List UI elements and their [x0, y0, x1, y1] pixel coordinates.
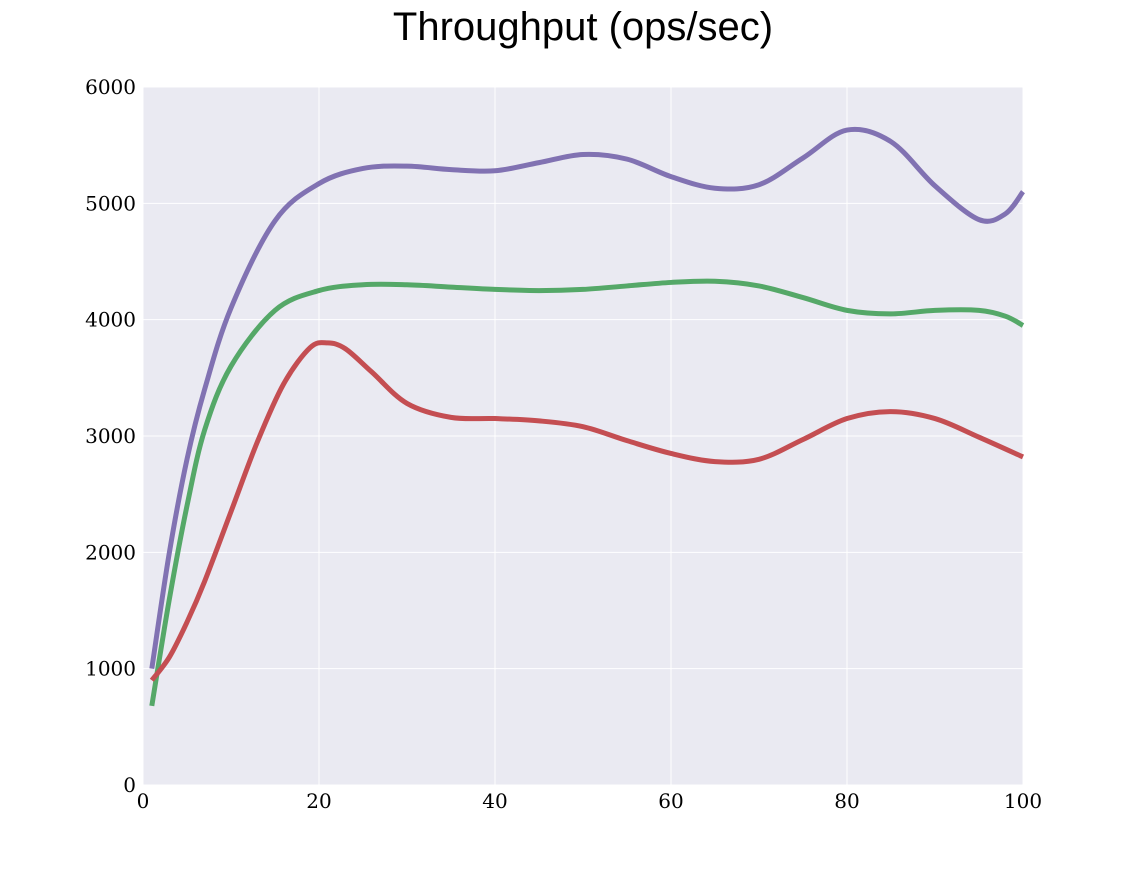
- y-tick-label: 5000: [85, 191, 136, 215]
- x-tick-label: 60: [658, 789, 683, 813]
- x-tick-label: 80: [834, 789, 859, 813]
- y-tick-label: 4000: [85, 308, 136, 332]
- x-axis-ticks: 0 20 40 60 80 100: [137, 789, 1042, 813]
- x-tick-label: 20: [306, 789, 331, 813]
- x-tick-label: 100: [1004, 789, 1042, 813]
- x-tick-label: 40: [482, 789, 507, 813]
- y-tick-label: 3000: [85, 424, 136, 448]
- y-axis-ticks: 0 1000 2000 3000 4000 5000 6000: [85, 75, 136, 797]
- y-tick-label: 6000: [85, 75, 136, 99]
- y-tick-label: 2000: [85, 540, 136, 564]
- series-line-1: [149, 126, 1026, 670]
- y-tick-label: 0: [123, 773, 136, 797]
- series-line-3: [149, 340, 1025, 682]
- x-tick-label: 0: [137, 789, 150, 813]
- series-lines: [149, 126, 1026, 707]
- chart-title: Throughput (ops/sec): [393, 5, 773, 49]
- series-line-2: [149, 278, 1025, 707]
- grid-lines: [142, 86, 1024, 786]
- y-tick-label: 1000: [85, 657, 136, 681]
